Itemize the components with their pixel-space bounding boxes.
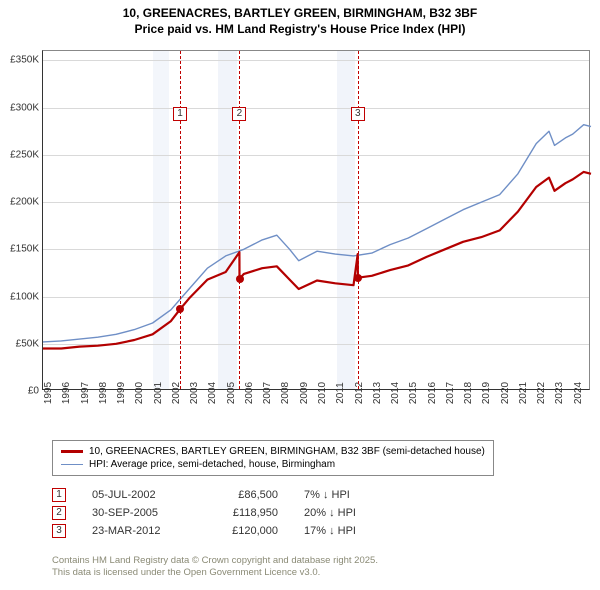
x-axis-label: 1995 [43,382,54,404]
sale-date: 30-SEP-2005 [92,507,182,519]
legend-label: HPI: Average price, semi-detached, house… [89,459,335,470]
legend-swatch [61,450,83,452]
footer-attribution: Contains HM Land Registry data © Crown c… [52,555,378,579]
sale-marker: 2 [52,506,66,520]
x-axis-label: 2018 [463,382,474,404]
title-line1: 10, GREENACRES, BARTLEY GREEN, BIRMINGHA… [0,6,600,22]
sale-price: £86,500 [208,489,278,501]
sale-marker: 1 [52,488,66,502]
x-axis-label: 2010 [317,382,328,404]
legend-item: 10, GREENACRES, BARTLEY GREEN, BIRMINGHA… [61,445,485,458]
footer-line2: This data is licensed under the Open Gov… [52,567,378,579]
x-axis-label: 2022 [536,382,547,404]
x-axis-label: 2005 [226,382,237,404]
sale-row: 3 23-MAR-2012 £120,000 17% ↓ HPI [52,522,404,540]
y-axis-label: £250K [10,149,39,160]
sale-price: £120,000 [208,525,278,537]
x-axis-label: 2000 [134,382,145,404]
sale-delta: 20% ↓ HPI [304,507,404,519]
chart-title: 10, GREENACRES, BARTLEY GREEN, BIRMINGHA… [0,0,600,37]
x-axis-label: 2008 [280,382,291,404]
event-marker: 2 [232,107,246,121]
y-axis-label: £200K [10,197,39,208]
y-axis-label: £300K [10,102,39,113]
y-axis-label: £100K [10,291,39,302]
x-axis-label: 2023 [554,382,565,404]
legend-swatch [61,464,83,465]
sale-dot [354,274,362,282]
sale-marker: 3 [52,524,66,538]
x-axis-label: 2020 [500,382,511,404]
sale-row: 1 05-JUL-2002 £86,500 7% ↓ HPI [52,486,404,504]
series-hpi [43,125,591,342]
plot-region: £0£50K£100K£150K£200K£250K£300K£350K1995… [42,50,590,390]
y-axis-label: £50K [16,338,39,349]
x-axis-label: 2015 [408,382,419,404]
x-axis-label: 2019 [481,382,492,404]
footer-line1: Contains HM Land Registry data © Crown c… [52,555,378,567]
x-axis-label: 2013 [372,382,383,404]
sale-dot [236,275,244,283]
sales-table: 1 05-JUL-2002 £86,500 7% ↓ HPI 2 30-SEP-2005 £… [52,486,404,540]
x-axis-label: 2001 [153,382,164,404]
sale-date: 05-JUL-2002 [92,489,182,501]
title-line2: Price paid vs. HM Land Registry's House … [0,22,600,38]
sale-price: £118,950 [208,507,278,519]
x-axis-label: 2016 [427,382,438,404]
sale-delta: 17% ↓ HPI [304,525,404,537]
x-axis-label: 2014 [390,382,401,404]
event-line [239,51,240,389]
legend-label: 10, GREENACRES, BARTLEY GREEN, BIRMINGHA… [89,446,485,457]
x-axis-label: 1998 [98,382,109,404]
series-property [43,172,591,349]
chart-lines [43,51,591,391]
event-marker: 1 [173,107,187,121]
x-axis-label: 2012 [354,382,365,404]
legend-item: HPI: Average price, semi-detached, house… [61,458,485,471]
x-axis-label: 2009 [299,382,310,404]
x-axis-label: 2004 [207,382,218,404]
x-axis-label: 1996 [61,382,72,404]
x-axis-label: 2011 [335,382,346,404]
y-axis-label: £0 [28,386,39,397]
sale-delta: 7% ↓ HPI [304,489,404,501]
event-line [180,51,181,389]
event-line [358,51,359,389]
sale-row: 2 30-SEP-2005 £118,950 20% ↓ HPI [52,504,404,522]
chart-area: £0£50K£100K£150K£200K£250K£300K£350K1995… [42,50,590,430]
y-axis-label: £150K [10,244,39,255]
x-axis-label: 2003 [189,382,200,404]
x-axis-label: 1997 [80,382,91,404]
sale-date: 23-MAR-2012 [92,525,182,537]
sale-dot [176,305,184,313]
x-axis-label: 2017 [445,382,456,404]
event-marker: 3 [351,107,365,121]
x-axis-label: 2024 [573,382,584,404]
legend: 10, GREENACRES, BARTLEY GREEN, BIRMINGHA… [52,440,494,476]
y-axis-label: £350K [10,55,39,66]
x-axis-label: 2021 [518,382,529,404]
x-axis-label: 2007 [262,382,273,404]
x-axis-label: 2006 [244,382,255,404]
x-axis-label: 1999 [116,382,127,404]
